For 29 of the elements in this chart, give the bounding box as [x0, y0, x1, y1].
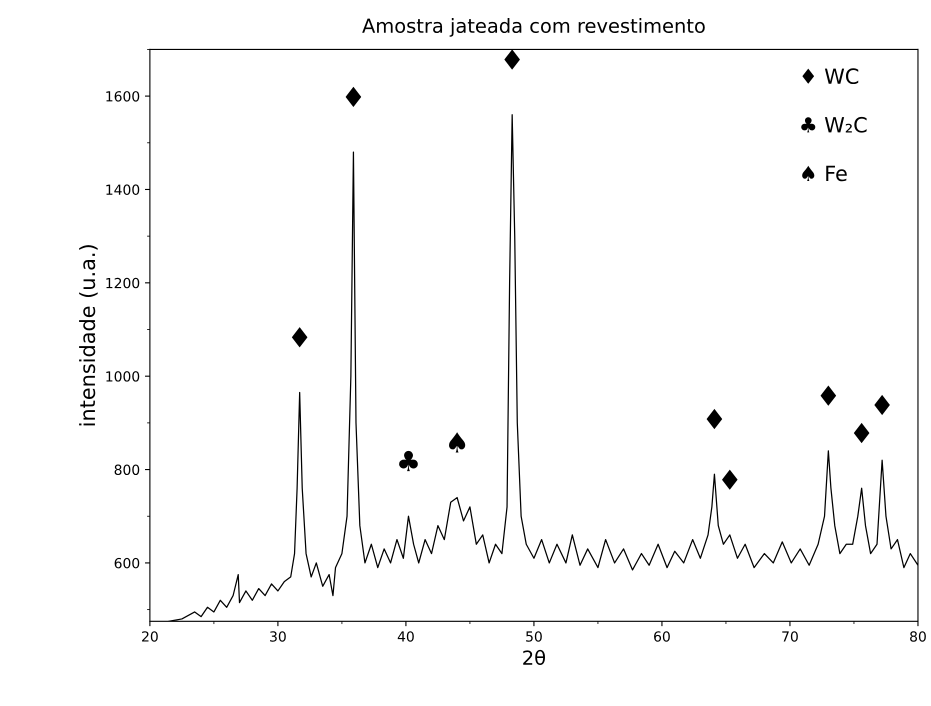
annotation: ♦ WC: [802, 68, 858, 84]
annotation: ♦: [854, 422, 870, 444]
annotation: ♠ Fe: [802, 166, 847, 182]
x-tick-label: 20: [142, 631, 158, 642]
y-tick-label: 1000: [106, 371, 140, 382]
x-tick-label: 40: [398, 631, 414, 642]
x-tick-label: 70: [782, 631, 798, 642]
annotation: ♦: [820, 386, 836, 406]
annotation: ♣ W₂C: [801, 116, 867, 133]
annotation: ♠: [449, 432, 466, 452]
annotation: ♦: [504, 49, 520, 70]
x-tick-label: 30: [270, 631, 286, 642]
annotation: ♦: [346, 86, 362, 108]
annotation: ♦: [722, 470, 738, 490]
x-tick-label: 60: [654, 631, 670, 642]
y-tick-label: 800: [114, 464, 140, 476]
annotation: ♣: [399, 450, 418, 472]
y-tick-label: 600: [114, 558, 140, 568]
annotation: ♦: [292, 327, 308, 348]
annotation: ♦: [874, 394, 890, 416]
y-tick-label: 1400: [106, 184, 140, 195]
x-tick-label: 50: [526, 631, 542, 642]
y-tick-label: 1200: [106, 278, 140, 288]
x-axis-title: 2θ: [523, 650, 545, 665]
chart-title: Amostra jateada com revestimento: [362, 18, 705, 37]
y-axis-title: intensidade (u.a.): [79, 245, 98, 426]
x-tick-label: 80: [910, 631, 926, 642]
annotation: ♦: [706, 408, 722, 430]
y-tick-label: 1600: [106, 91, 140, 102]
